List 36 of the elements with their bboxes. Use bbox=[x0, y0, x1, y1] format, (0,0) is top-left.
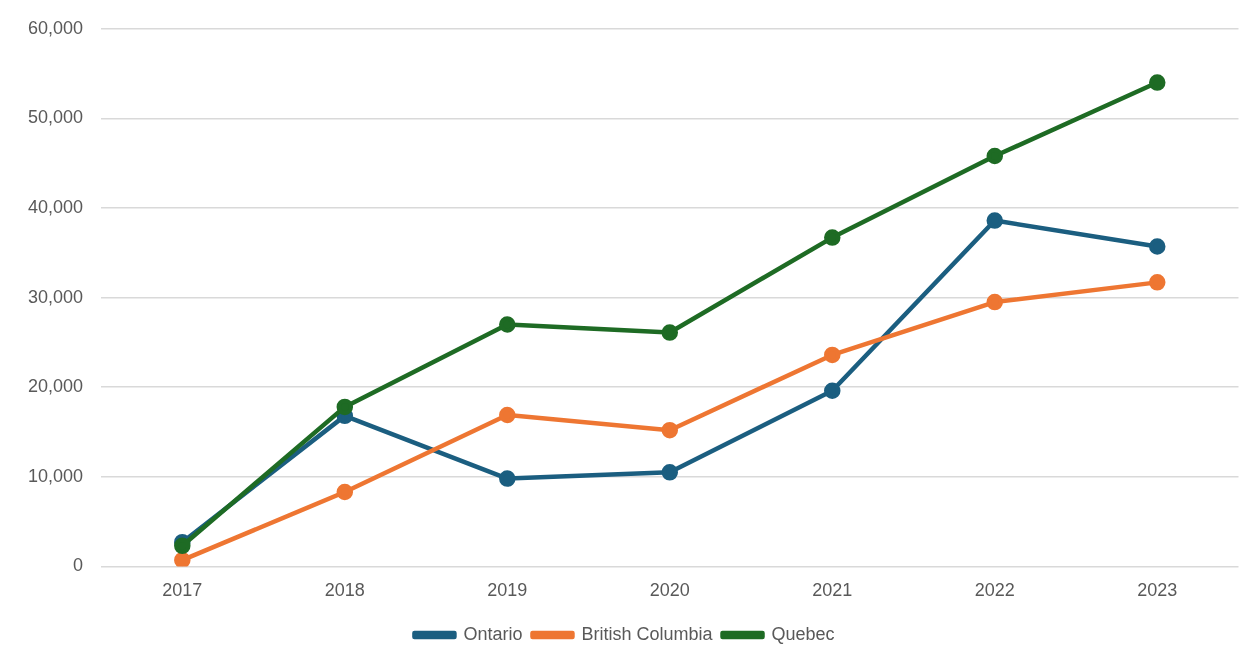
point bbox=[986, 212, 1004, 229]
point bbox=[174, 537, 191, 555]
point bbox=[824, 346, 841, 364]
point bbox=[336, 398, 354, 416]
point bbox=[499, 316, 516, 333]
legend-label: Ontario bbox=[463, 623, 523, 644]
x-tick-label: 2017 bbox=[162, 580, 203, 601]
point bbox=[1149, 238, 1166, 255]
point bbox=[1149, 274, 1166, 291]
point bbox=[824, 229, 841, 246]
y-tick-label: 40,000 bbox=[27, 196, 84, 217]
y-tick-label: 30,000 bbox=[27, 286, 84, 307]
y-tick-label: 50,000 bbox=[27, 107, 84, 128]
point bbox=[499, 470, 516, 487]
point bbox=[174, 551, 191, 567]
y-tick-label: 10,000 bbox=[27, 465, 84, 486]
x-tick-label: 2019 bbox=[487, 580, 528, 601]
point bbox=[986, 293, 1004, 311]
point bbox=[986, 147, 1004, 165]
point bbox=[661, 464, 679, 481]
x-tick-label: 2018 bbox=[324, 580, 365, 601]
point bbox=[1149, 74, 1166, 91]
legend-label: Quebec bbox=[771, 623, 835, 644]
point bbox=[499, 406, 516, 424]
x-tick-label: 2022 bbox=[974, 580, 1015, 601]
point bbox=[661, 324, 679, 341]
y-tick-label: 60,000 bbox=[27, 17, 84, 38]
point bbox=[661, 421, 679, 439]
y-tick-label: 0 bbox=[73, 555, 84, 576]
point bbox=[336, 483, 354, 501]
y-tick-label: 20,000 bbox=[27, 376, 84, 397]
point bbox=[824, 382, 841, 400]
x-tick-label: 2023 bbox=[1137, 580, 1178, 601]
x-tick-label: 2021 bbox=[812, 580, 853, 601]
legend-label: British Columbia bbox=[581, 623, 714, 644]
x-tick-label: 2020 bbox=[649, 580, 690, 601]
